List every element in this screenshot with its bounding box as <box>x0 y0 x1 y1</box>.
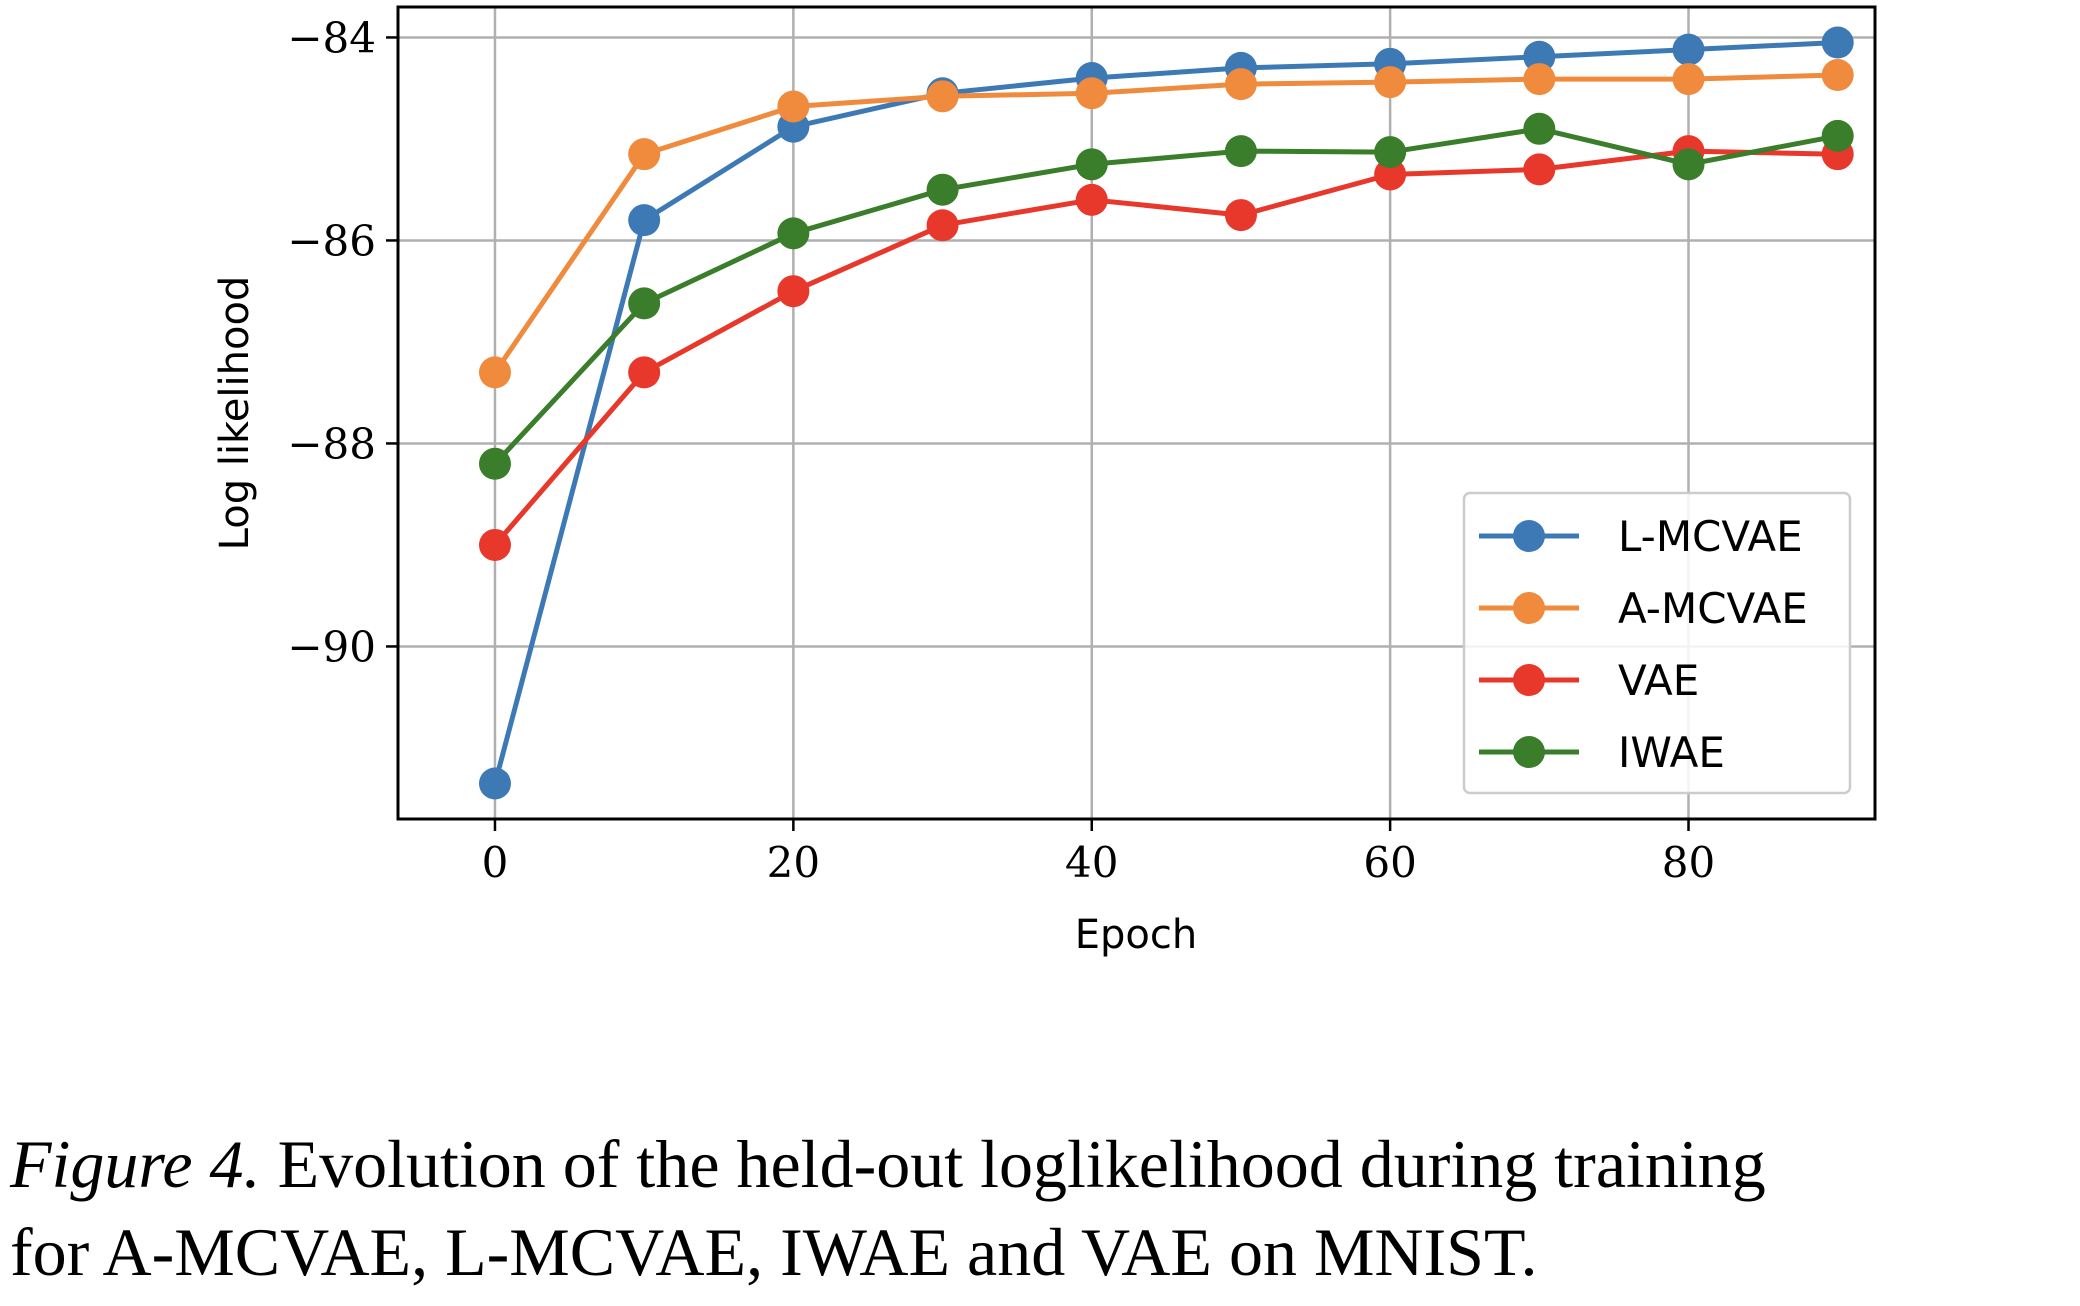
data-point-iwae <box>1821 119 1854 152</box>
data-point-l-mcvae <box>478 767 511 800</box>
legend: L-MCVAE A-MCVAE VAE IWAE <box>1462 491 1852 795</box>
legend-marker-iwae <box>1513 736 1545 768</box>
data-point-vae <box>478 528 511 561</box>
legend-label-a-mcvae: A-MCVAE <box>1618 584 1808 633</box>
plot-frame <box>396 5 1877 821</box>
data-point-vae <box>1224 199 1257 232</box>
figure-caption: Figure 4. Evolution of the held-out logl… <box>10 1120 2075 1296</box>
legend-marker-vae <box>1513 664 1545 696</box>
legend-marker-a-mcvae <box>1513 592 1545 624</box>
series-line-iwae <box>493 126 1839 466</box>
data-point-vae <box>1374 158 1407 191</box>
legend-label-vae: VAE <box>1618 656 1699 705</box>
series-group <box>478 26 1854 800</box>
x-tick-label: 80 <box>1662 838 1715 887</box>
y-tick-label: −90 <box>287 622 376 671</box>
y-tick-label: −88 <box>287 419 376 468</box>
data-point-iwae <box>478 447 511 480</box>
y-tick-label: −84 <box>287 13 376 62</box>
data-point-a-mcvae <box>926 80 959 113</box>
data-point-iwae <box>1672 148 1705 181</box>
data-point-iwae <box>1523 112 1556 145</box>
caption-line-1: Evolution of the held-out loglikelihood … <box>277 1126 1766 1202</box>
figure-label: Figure 4. <box>10 1126 261 1202</box>
data-point-a-mcvae <box>1224 68 1257 101</box>
data-point-l-mcvae <box>1821 26 1854 59</box>
x-tick-label: 0 <box>482 838 509 887</box>
series-line-a-mcvae <box>492 72 1838 374</box>
legend-box <box>1462 491 1852 795</box>
axis-ticks: 0 20 40 60 80 −84 −86 −88 −90 <box>287 13 1715 887</box>
x-axis-label: Epoch <box>1075 912 1197 958</box>
data-point-vae <box>926 209 959 242</box>
legend-label-iwae: IWAE <box>1618 728 1725 777</box>
data-point-iwae <box>1075 148 1108 181</box>
legend-marker-l-mcvae <box>1513 520 1545 552</box>
data-point-l-mcvae <box>1523 40 1556 73</box>
series-line-l-mcvae <box>492 40 1838 785</box>
data-point-a-mcvae <box>1821 59 1854 92</box>
series-line-vae <box>493 148 1838 547</box>
data-point-vae <box>777 275 810 308</box>
data-point-vae <box>1523 153 1556 186</box>
data-point-vae <box>628 356 661 389</box>
data-point-l-mcvae <box>1672 33 1705 66</box>
line-chart: 0 20 40 60 80 −84 −86 −88 −90 Epoch Log likeliho… <box>212 5 1877 958</box>
data-point-a-mcvae <box>1075 77 1108 110</box>
data-point-iwae <box>1374 136 1407 169</box>
x-tick-label: 60 <box>1363 838 1416 887</box>
data-point-l-mcvae <box>628 204 661 237</box>
caption-line-2: for A-MCVAE, L-MCVAE, IWAE and VAE on MN… <box>10 1214 1538 1290</box>
data-point-a-mcvae <box>1672 63 1705 96</box>
data-point-vae <box>1075 183 1108 216</box>
x-tick-label: 40 <box>1065 838 1118 887</box>
y-tick-label: −86 <box>287 216 376 265</box>
data-point-a-mcvae <box>1374 66 1407 99</box>
data-point-iwae <box>1224 135 1257 168</box>
y-axis-label: Log likelihood <box>212 276 258 551</box>
legend-label-l-mcvae: L-MCVAE <box>1618 512 1803 561</box>
data-point-a-mcvae <box>1523 63 1556 96</box>
data-point-a-mcvae <box>628 138 661 171</box>
data-point-iwae <box>777 217 810 250</box>
data-point-a-mcvae <box>478 356 511 389</box>
data-point-a-mcvae <box>777 90 810 123</box>
data-point-iwae <box>628 287 661 320</box>
x-tick-label: 20 <box>767 838 820 887</box>
data-point-iwae <box>926 173 959 206</box>
